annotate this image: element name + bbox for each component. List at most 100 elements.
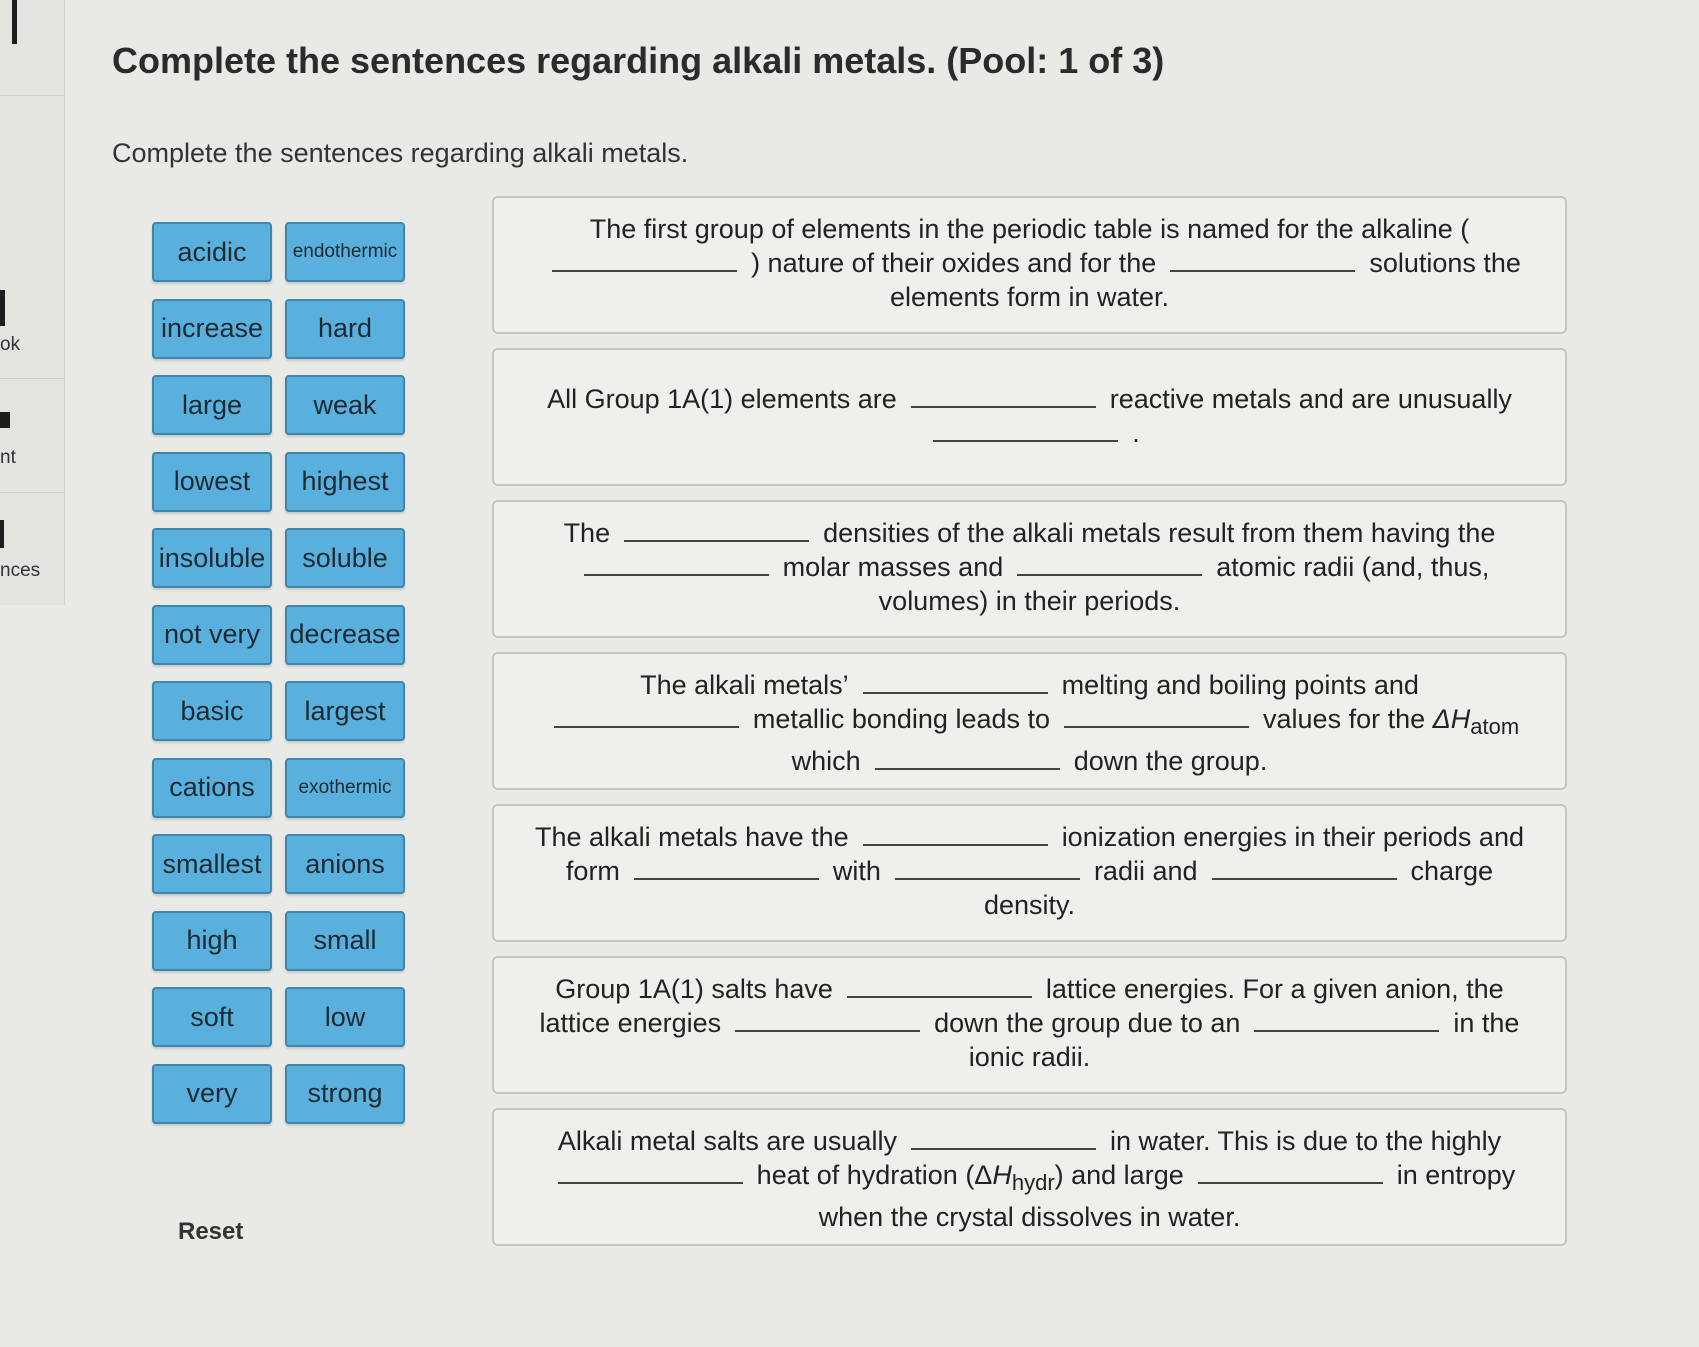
sentence-text: in water. This is due to the highly <box>1109 1126 1502 1156</box>
sentence-text: ) and large <box>1054 1160 1184 1190</box>
sentence-text: metallic bonding leads to <box>752 704 1051 734</box>
answer-blank[interactable] <box>1017 554 1203 576</box>
rail-divider <box>0 378 64 379</box>
answer-blank[interactable] <box>846 976 1032 998</box>
rail-marker <box>0 412 10 428</box>
answer-blank[interactable] <box>1211 858 1397 880</box>
rail-marker <box>12 0 17 44</box>
answer-blank[interactable] <box>933 420 1119 442</box>
word-chip[interactable]: soluble <box>285 528 405 588</box>
answer-blank[interactable] <box>557 1162 743 1184</box>
rail-marker <box>0 290 5 326</box>
sentence-text: . <box>1132 418 1140 448</box>
word-chip[interactable]: acidic <box>152 222 272 282</box>
answer-blank[interactable] <box>862 824 1048 846</box>
word-chip[interactable]: lowest <box>152 451 272 512</box>
rail-divider <box>0 95 64 96</box>
word-bank: acidic endothermic increase hard large w… <box>152 222 412 1124</box>
instructions: Complete the sentences regarding alkali … <box>112 138 689 168</box>
word-chip[interactable]: strong <box>285 1063 405 1124</box>
answer-blank[interactable] <box>583 554 769 576</box>
enthalpy-symbol: ΔHatom <box>1432 704 1520 739</box>
sentence-box: The alkali metals have the ionization ene… <box>492 804 1567 942</box>
word-chip[interactable]: cations <box>152 757 272 818</box>
page-title: Complete the sentences regarding alkali … <box>112 40 1165 81</box>
rail-marker <box>0 520 4 548</box>
subscript-hydr: hydr <box>1011 1170 1055 1195</box>
word-chip[interactable]: insoluble <box>152 528 272 588</box>
word-chip[interactable]: weak <box>285 375 405 435</box>
word-chip[interactable]: very <box>152 1063 272 1124</box>
sentence-text: which <box>791 746 861 776</box>
word-chip[interactable]: basic <box>152 681 272 741</box>
h-symbol: H <box>992 1160 1012 1190</box>
sentence-text: atomic radii (and, thus, volumes) in the… <box>878 552 1490 616</box>
word-chip[interactable]: decrease <box>285 604 405 665</box>
word-chip[interactable]: hard <box>285 298 405 359</box>
answer-blank[interactable] <box>1064 706 1250 728</box>
sentence-text: ionization energies in their periods and… <box>565 822 1524 886</box>
sentence-text: The alkali metals’ <box>640 670 849 700</box>
sentence-text: radii and <box>1093 856 1198 886</box>
reset-button[interactable]: Reset <box>178 1218 244 1245</box>
sentence-text: with <box>832 856 881 886</box>
sentence-list: The first group of elements in the perio… <box>492 196 1567 1246</box>
sentence-text: values for the <box>1263 704 1426 734</box>
sentence-text: melting and boiling points and <box>1061 670 1419 700</box>
answer-blank[interactable] <box>1197 1162 1383 1184</box>
sentence-box: Group 1A(1) salts have lattice energies. … <box>492 956 1567 1094</box>
word-chip[interactable]: soft <box>152 987 272 1047</box>
answer-blank[interactable] <box>862 672 1048 694</box>
answer-blank[interactable] <box>1170 250 1356 272</box>
word-chip[interactable]: smallest <box>152 834 272 894</box>
sentence-text: The first group of elements in the perio… <box>589 214 1470 244</box>
answer-blank[interactable] <box>553 706 739 728</box>
answer-blank[interactable] <box>633 858 819 880</box>
word-chip[interactable]: not very <box>152 604 272 665</box>
sentence-text: solutions the elements form in water. <box>889 248 1521 312</box>
word-chip[interactable]: highest <box>285 451 405 512</box>
word-chip[interactable]: anions <box>285 834 405 894</box>
answer-blank[interactable] <box>1254 1010 1440 1032</box>
word-chip[interactable]: increase <box>152 298 272 359</box>
answer-blank[interactable] <box>910 386 1096 408</box>
sentence-box: All Group 1A(1) elements are reactive met… <box>492 348 1567 486</box>
answer-blank[interactable] <box>552 250 738 272</box>
word-chip[interactable]: endothermic <box>285 222 405 282</box>
sentence-text: densities of the alkali metals result fr… <box>823 518 1496 548</box>
sentence-box: The alkali metals’ melting and boiling po… <box>492 652 1567 790</box>
answer-blank[interactable] <box>910 1128 1096 1150</box>
sentence-text: reactive metals and are unusually <box>1109 384 1512 414</box>
sentence-box: The first group of elements in the perio… <box>492 196 1567 334</box>
sentence-text: down the group due to an <box>934 1008 1241 1038</box>
rail-item-label[interactable]: nt <box>0 447 16 468</box>
answer-blank[interactable] <box>735 1010 921 1032</box>
sentence-text: Alkali metal salts are usually <box>557 1126 897 1156</box>
rail-item-label[interactable]: nces <box>0 560 41 581</box>
word-chip[interactable]: largest <box>285 681 405 741</box>
word-chip[interactable]: exothermic <box>285 757 405 818</box>
left-rail: ok nt nces <box>0 0 65 605</box>
sentence-box: The densities of the alkali metals result… <box>492 500 1567 638</box>
word-chip[interactable]: large <box>152 375 272 435</box>
rail-divider <box>0 492 64 493</box>
sentence-text: down the group. <box>1073 746 1268 776</box>
word-chip[interactable]: high <box>152 910 272 971</box>
sentence-text: ) nature of their oxides and for the <box>751 248 1157 278</box>
word-chip[interactable]: small <box>285 910 405 971</box>
answer-blank[interactable] <box>624 520 810 542</box>
sentence-text: All Group 1A(1) elements are <box>547 384 897 414</box>
sentence-text: in the ionic radii. <box>968 1008 1520 1072</box>
answer-blank[interactable] <box>894 858 1080 880</box>
word-chip[interactable]: low <box>285 987 405 1047</box>
sentence-text: Group 1A(1) salts have <box>555 974 833 1004</box>
sentence-text: The alkali metals have the <box>535 822 849 852</box>
answer-blank[interactable] <box>874 748 1060 770</box>
delta-h-symbol: ΔH <box>1432 704 1471 734</box>
subscript-atom: atom <box>1470 714 1520 739</box>
sentence-text: heat of hydration (Δ <box>756 1160 993 1190</box>
rail-item-label[interactable]: ok <box>0 334 21 355</box>
sentence-box: Alkali metal salts are usually in water. … <box>492 1108 1567 1246</box>
sentence-text: lattice energies. For a given anion, the… <box>539 974 1504 1038</box>
sentence-text: molar masses and <box>782 552 1004 582</box>
